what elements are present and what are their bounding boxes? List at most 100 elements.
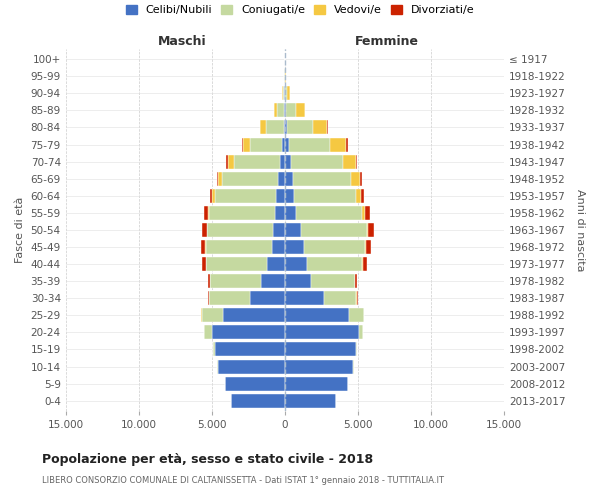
Bar	[285, 172, 293, 185]
Bar	[351, 172, 360, 185]
Bar	[292, 154, 343, 168]
Bar	[356, 292, 358, 306]
Bar	[285, 120, 287, 134]
Bar	[285, 104, 286, 118]
Bar	[243, 138, 250, 151]
Bar	[293, 172, 351, 185]
Bar	[204, 206, 208, 220]
Bar	[222, 172, 278, 185]
Bar	[365, 240, 366, 254]
Bar	[223, 308, 285, 322]
Bar	[250, 138, 282, 151]
Bar	[295, 189, 356, 203]
Bar	[285, 189, 295, 203]
Bar	[226, 154, 228, 168]
Bar	[250, 292, 285, 306]
Bar	[206, 257, 267, 271]
Bar	[283, 86, 284, 101]
Bar	[277, 104, 284, 118]
Bar	[349, 308, 364, 322]
Bar	[242, 138, 243, 151]
Text: Femmine: Femmine	[355, 35, 419, 48]
Bar	[368, 223, 374, 237]
Bar	[208, 223, 273, 237]
Bar	[287, 86, 290, 101]
Bar	[289, 138, 330, 151]
Bar	[284, 120, 285, 134]
Text: Maschi: Maschi	[158, 35, 207, 48]
Bar	[311, 274, 355, 288]
Bar	[262, 274, 285, 288]
Bar	[272, 240, 285, 254]
Bar	[284, 104, 285, 118]
Bar	[285, 274, 311, 288]
Bar	[301, 223, 367, 237]
Bar	[209, 292, 250, 306]
Bar	[361, 189, 364, 203]
Bar	[217, 172, 218, 185]
Bar	[330, 138, 346, 151]
Bar	[218, 360, 285, 374]
Bar	[205, 326, 212, 340]
Bar	[267, 257, 285, 271]
Bar	[285, 257, 307, 271]
Bar	[285, 292, 324, 306]
Bar	[218, 172, 222, 185]
Bar	[324, 292, 356, 306]
Bar	[215, 189, 276, 203]
Bar	[285, 342, 356, 356]
Bar	[280, 154, 285, 168]
Bar	[360, 172, 362, 185]
Bar	[285, 206, 296, 220]
Bar	[356, 154, 358, 168]
Bar	[206, 240, 272, 254]
Bar	[202, 223, 206, 237]
Bar	[276, 189, 285, 203]
Bar	[206, 223, 208, 237]
Bar	[212, 326, 285, 340]
Bar	[287, 120, 313, 134]
Bar	[343, 154, 356, 168]
Text: LIBERO CONSORZIO COMUNALE DI CALTANISSETTA - Dati ISTAT 1° gennaio 2018 - TUTTIT: LIBERO CONSORZIO COMUNALE DI CALTANISSET…	[42, 476, 444, 485]
Bar	[285, 360, 353, 374]
Bar	[209, 189, 212, 203]
Bar	[359, 326, 363, 340]
Bar	[215, 342, 285, 356]
Bar	[356, 342, 357, 356]
Bar	[355, 274, 358, 288]
Bar	[208, 292, 209, 306]
Bar	[278, 172, 285, 185]
Bar	[274, 104, 277, 118]
Bar	[285, 86, 287, 101]
Bar	[285, 154, 292, 168]
Bar	[296, 104, 305, 118]
Y-axis label: Anni di nascita: Anni di nascita	[575, 188, 585, 271]
Bar	[282, 138, 285, 151]
Bar	[362, 206, 365, 220]
Y-axis label: Fasce di età: Fasce di età	[15, 197, 25, 263]
Legend: Celibi/Nubili, Coniugati/e, Vedovi/e, Divorziati/e: Celibi/Nubili, Coniugati/e, Vedovi/e, Di…	[121, 0, 479, 20]
Bar	[209, 206, 275, 220]
Bar	[362, 257, 367, 271]
Text: Popolazione per età, sesso e stato civile - 2018: Popolazione per età, sesso e stato civil…	[42, 452, 373, 466]
Bar	[367, 223, 368, 237]
Bar	[275, 206, 285, 220]
Bar	[202, 308, 223, 322]
Bar	[282, 86, 283, 101]
Bar	[202, 257, 206, 271]
Bar	[208, 206, 209, 220]
Bar	[356, 189, 361, 203]
Bar	[307, 257, 362, 271]
Bar	[346, 138, 347, 151]
Bar	[212, 189, 215, 203]
Bar	[208, 274, 210, 288]
Bar	[285, 394, 336, 407]
Bar	[285, 138, 289, 151]
Bar	[201, 240, 205, 254]
Bar	[285, 308, 349, 322]
Bar	[231, 394, 285, 407]
Bar	[273, 223, 285, 237]
Bar	[296, 206, 362, 220]
Bar	[365, 206, 370, 220]
Bar	[260, 120, 266, 134]
